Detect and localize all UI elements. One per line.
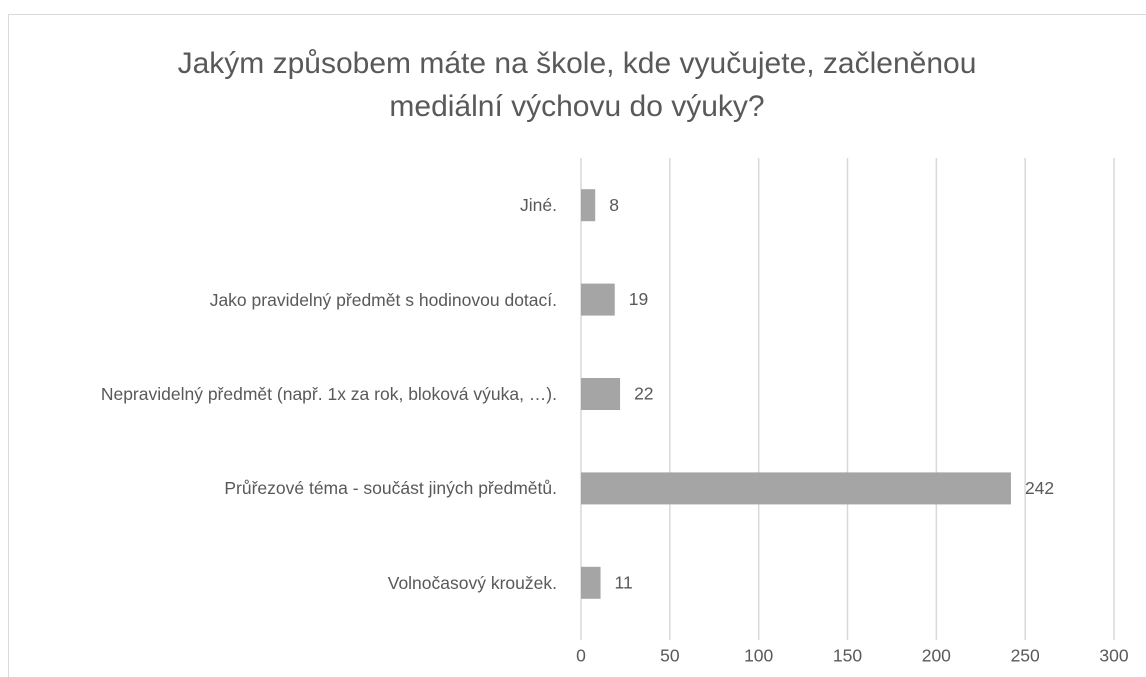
y-tick-text: Volnočasový kroužek. xyxy=(387,572,557,593)
data-label: 22 xyxy=(634,384,653,404)
data-label: 8 xyxy=(609,195,619,215)
y-tick-label: Jiné. xyxy=(17,193,557,217)
y-tick-text: Nepravidelný předmět (např. 1x za rok, b… xyxy=(100,384,557,404)
x-tick-label: 250 xyxy=(1011,646,1040,666)
y-tick-label: Průřezové téma - součást jiných předmětů… xyxy=(17,476,557,500)
y-tick-text: Jako pravidelný předmět s hodinovou dota… xyxy=(209,289,557,310)
x-tick-label: 100 xyxy=(744,646,773,666)
chart-frame xyxy=(8,14,1146,677)
bar xyxy=(581,472,1011,505)
x-tick-label: 150 xyxy=(833,646,862,666)
data-label: 11 xyxy=(615,572,633,592)
x-tick-label: 50 xyxy=(660,646,680,666)
y-tick-label: Jako pravidelný předmět s hodinovou dota… xyxy=(17,288,557,312)
data-label: 242 xyxy=(1025,478,1054,498)
y-tick-label: Volnočasový kroužek. xyxy=(17,571,557,595)
x-tick-label: 300 xyxy=(1099,646,1128,666)
bar xyxy=(581,283,615,316)
bar xyxy=(581,189,596,222)
bar xyxy=(581,566,601,599)
y-tick-label: Nepravidelný předmět (např. 1x za rok, b… xyxy=(17,382,557,406)
x-tick-label: 200 xyxy=(922,646,951,666)
data-label: 19 xyxy=(629,289,648,309)
chart-title: Jakým způsobem máte na škole, kde vyučuj… xyxy=(177,47,977,123)
y-tick-text: Jiné. xyxy=(520,195,557,216)
y-tick-text: Průřezové téma - součást jiných předmětů… xyxy=(224,478,557,499)
bar xyxy=(581,378,621,410)
x-tick-label: 0 xyxy=(576,646,586,666)
